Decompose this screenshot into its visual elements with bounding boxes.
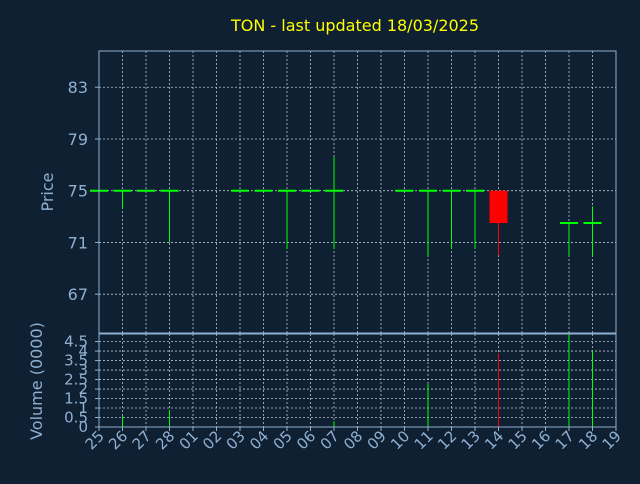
volume-tick-label: 1 (78, 399, 88, 417)
candle-body (489, 190, 508, 224)
volume-tick-label: 4 (78, 342, 88, 360)
day-tick-label: 10 (387, 427, 413, 453)
volume-tick-labels: 00.511.522.533.544.5 (64, 333, 99, 436)
day-tick-labels: 2526272801020304050607080910111213141516… (82, 427, 625, 453)
volume-tick-label: 0.5 (64, 409, 88, 427)
volume-tick-label: 1.5 (64, 390, 88, 408)
day-tick-label: 05 (270, 427, 296, 453)
volume-tick-label: 2.5 (64, 371, 88, 389)
volume-panel-frame (98, 333, 617, 428)
day-tick-label: 04 (246, 427, 272, 453)
day-tick-label: 02 (199, 427, 225, 453)
price-candles (90, 157, 602, 257)
day-tick-label: 03 (223, 427, 249, 453)
day-tick-label: 18 (575, 427, 601, 453)
price-tick-label: 71 (68, 233, 88, 252)
day-tick-label: 07 (317, 427, 343, 453)
day-tick-label: 14 (481, 427, 507, 453)
volume-tick-label: 4.5 (64, 333, 88, 351)
chart-title: TON - last updated 18/03/2025 (230, 16, 479, 35)
volume-tick-label: 0 (78, 418, 88, 436)
price-panel-frame (98, 50, 617, 334)
day-tick-label: 08 (340, 427, 366, 453)
day-tick-label: 12 (434, 427, 460, 453)
x-axis-label: Day (332, 458, 362, 476)
day-tick-label: 09 (364, 427, 390, 453)
price-axis-label: Price (38, 172, 57, 211)
volume-tick-label: 3.5 (64, 352, 88, 370)
day-tick-label: 06 (293, 427, 319, 453)
day-tick-label: 13 (458, 427, 484, 453)
day-tick-label: 27 (129, 427, 155, 453)
day-tick-label: 01 (176, 427, 202, 453)
day-tick-label: 16 (528, 427, 554, 453)
day-tick-label: 11 (411, 427, 437, 453)
day-tick-label: 26 (105, 427, 131, 453)
price-tick-labels: 67 71 75 79 83 (68, 78, 99, 304)
volume-tick-label: 3 (78, 361, 88, 379)
volume-grid (98, 334, 617, 428)
volume-bars (122, 334, 593, 427)
price-tick-label: 79 (68, 130, 88, 149)
price-tick-label: 75 (68, 182, 88, 201)
day-tick-label: 17 (552, 427, 578, 453)
day-tick-label: 19 (599, 427, 625, 453)
day-tick-label: 15 (505, 427, 531, 453)
volume-axis-label: Volume (0000) (27, 322, 46, 440)
volume-tick-label: 2 (78, 380, 88, 398)
day-tick-label: 28 (152, 427, 178, 453)
price-tick-label: 67 (68, 285, 88, 304)
price-grid (98, 51, 617, 333)
price-tick-label: 83 (68, 78, 88, 97)
